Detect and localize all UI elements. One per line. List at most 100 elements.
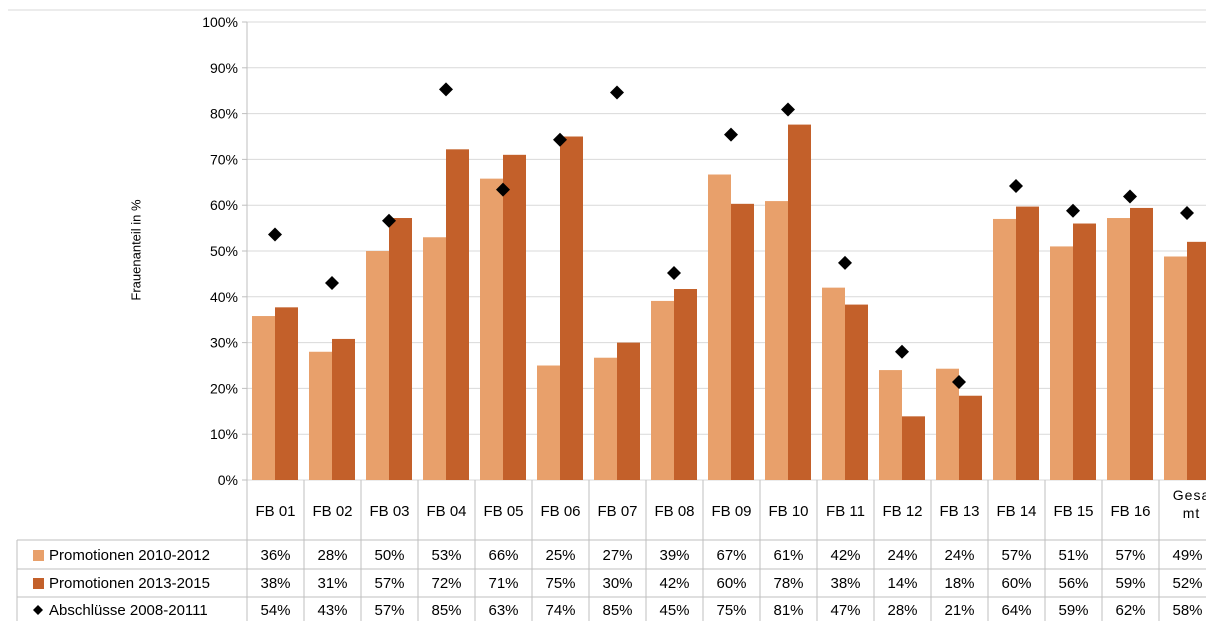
- data-label: 38%: [830, 575, 860, 592]
- data-label: 85%: [602, 602, 632, 619]
- data-label: 38%: [260, 575, 290, 592]
- bar: [765, 201, 788, 480]
- data-label: 75%: [716, 602, 746, 619]
- legend-swatch: [33, 550, 44, 561]
- data-label: 18%: [944, 575, 974, 592]
- x-category-label: Gesa: [1173, 487, 1206, 503]
- bar: [993, 218, 1016, 480]
- bar: [822, 287, 845, 480]
- bar: [1187, 241, 1206, 480]
- marker-point: [1066, 203, 1080, 218]
- y-tick-label: 100%: [202, 14, 238, 30]
- x-category-label: FB 05: [483, 503, 523, 520]
- bar: [1073, 223, 1096, 480]
- bar: [959, 395, 982, 480]
- x-category-label: FB 09: [711, 503, 751, 520]
- data-label: 47%: [830, 602, 860, 619]
- data-label: 71%: [488, 575, 518, 592]
- bar: [708, 174, 731, 480]
- bar: [480, 178, 503, 481]
- y-tick-label: 20%: [210, 380, 238, 396]
- legend-label: Promotionen 2013-2015: [49, 575, 210, 592]
- x-category-label: FB 13: [939, 503, 979, 520]
- data-label: 58%: [1172, 602, 1202, 619]
- bar: [594, 357, 617, 480]
- marker-point: [382, 213, 396, 228]
- data-label: 39%: [659, 547, 689, 564]
- x-category-label: FB 04: [426, 503, 466, 520]
- x-category-label: FB 15: [1053, 503, 1093, 520]
- marker-point: [895, 344, 909, 359]
- x-category-label: FB 08: [654, 503, 694, 520]
- marker-point: [724, 127, 738, 142]
- marker-point: [610, 85, 624, 100]
- bar: [902, 416, 925, 480]
- data-label: 43%: [317, 602, 347, 619]
- x-category-label: FB 07: [597, 503, 637, 520]
- bar: [617, 342, 640, 480]
- data-label: 24%: [944, 547, 974, 564]
- bar: [332, 338, 355, 480]
- data-label: 63%: [488, 602, 518, 619]
- y-axis: 0% 10% 20% 30% 40% 50% 60% 70% 80% 90% 100%: [202, 14, 248, 488]
- data-label: 25%: [545, 547, 575, 564]
- data-label: 36%: [260, 547, 290, 564]
- data-label: 52%: [1172, 575, 1202, 592]
- marker-point: [1009, 178, 1023, 193]
- marker-point: [439, 82, 453, 97]
- data-label: 57%: [1001, 547, 1031, 564]
- bar: [560, 136, 583, 480]
- data-label: 42%: [659, 575, 689, 592]
- data-label: 81%: [773, 602, 803, 619]
- y-axis-label: Frauenanteil in %: [128, 199, 144, 301]
- y-tick-label: 40%: [210, 289, 238, 305]
- legend-label: Promotionen 2010-2012: [49, 547, 210, 564]
- data-label: 45%: [659, 602, 689, 619]
- data-label: 67%: [716, 547, 746, 564]
- marker-point: [268, 227, 282, 242]
- x-category-label: FB 14: [996, 503, 1036, 520]
- bars: [252, 82, 1206, 481]
- data-label: 57%: [374, 602, 404, 619]
- bar: [936, 368, 959, 480]
- bar: [309, 351, 332, 480]
- bar: [731, 203, 754, 481]
- data-label: 49%: [1172, 547, 1202, 564]
- data-label: 56%: [1058, 575, 1088, 592]
- data-label: 51%: [1058, 547, 1088, 564]
- x-category-label: FB 02: [312, 503, 352, 520]
- data-label: 31%: [317, 575, 347, 592]
- bar: [275, 307, 298, 480]
- data-label: 72%: [431, 575, 461, 592]
- bar: [389, 218, 412, 481]
- y-tick-label: 70%: [210, 151, 238, 167]
- bar: [651, 300, 674, 480]
- data-label: 75%: [545, 575, 575, 592]
- bar: [674, 289, 697, 480]
- bar: [788, 124, 811, 480]
- bar: [537, 365, 560, 480]
- marker-point: [667, 265, 681, 280]
- data-label: 30%: [602, 575, 632, 592]
- y-tick-label: 0%: [218, 472, 238, 488]
- marker-point: [781, 102, 795, 117]
- x-category-label: FB 10: [768, 503, 808, 520]
- data-label: 74%: [545, 602, 575, 619]
- x-category-label: mt: [1183, 505, 1201, 521]
- bar: [879, 370, 902, 480]
- data-label: 21%: [944, 602, 974, 619]
- data-label: 64%: [1001, 602, 1031, 619]
- bar: [446, 149, 469, 480]
- data-label: 59%: [1058, 602, 1088, 619]
- y-tick-label: 30%: [210, 335, 238, 351]
- legend-label: Abschlüsse 2008-20111: [49, 602, 208, 619]
- x-category-label: FB 06: [540, 503, 580, 520]
- bar: [366, 251, 389, 480]
- data-label: 61%: [773, 547, 803, 564]
- data-label: 60%: [716, 575, 746, 592]
- legend-swatch: [33, 578, 44, 589]
- data-label: 42%: [830, 547, 860, 564]
- data-label: 28%: [317, 547, 347, 564]
- bar: [1107, 218, 1130, 481]
